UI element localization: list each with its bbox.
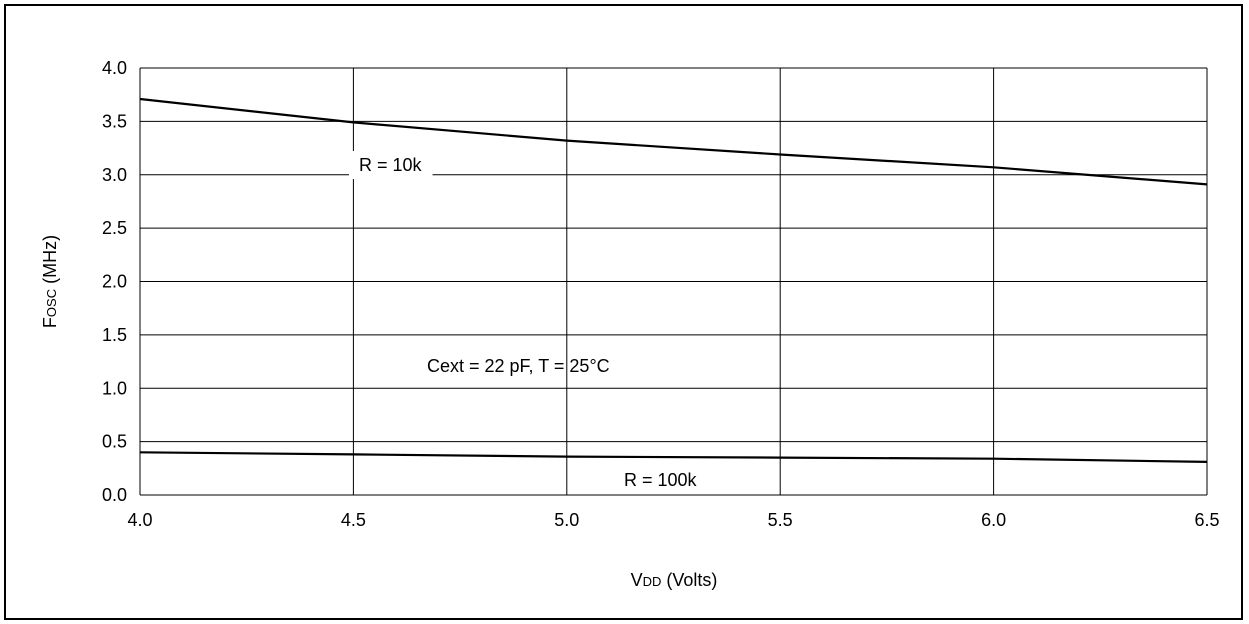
series-label-100k: R = 100k bbox=[624, 470, 698, 490]
x-axis-label-sub: DD bbox=[643, 574, 662, 589]
tick-labels: 0.0 0.5 1.0 1.5 2.0 2.5 3.0 3.5 4.0 4.0 4.5 5.0 5.5 6… bbox=[102, 58, 1220, 530]
x-tick-label: 4.0 bbox=[127, 510, 152, 530]
y-axis-label-sub: OSC bbox=[44, 289, 59, 317]
y-tick-label: 2.0 bbox=[102, 272, 127, 292]
series-label-10k: R = 10k bbox=[359, 155, 423, 175]
x-tick-label: 4.5 bbox=[341, 510, 366, 530]
grid-lines bbox=[139, 67, 1208, 496]
y-tick-label: 0.0 bbox=[102, 485, 127, 505]
x-axis-label-rest: (Volts) bbox=[661, 570, 717, 590]
x-tick-label: 6.0 bbox=[981, 510, 1006, 530]
y-tick-label: 3.0 bbox=[102, 165, 127, 185]
series-labels: R = 10k R = 100k bbox=[349, 151, 708, 494]
y-tick-label: 1.0 bbox=[102, 378, 127, 398]
y-tick-label: 1.5 bbox=[102, 325, 127, 345]
y-tick-label: 0.5 bbox=[102, 432, 127, 452]
y-tick-label: 4.0 bbox=[102, 58, 127, 78]
series-label-100k-background bbox=[614, 466, 708, 494]
y-axis-label-main: F bbox=[40, 317, 60, 328]
y-tick-label: 3.5 bbox=[102, 111, 127, 131]
y-axis-label-rest: (MHz) bbox=[40, 235, 60, 289]
series-line-100k bbox=[139, 451, 1208, 463]
conditions-annotation: Cext = 22 pF, T = 25°C bbox=[427, 356, 610, 376]
series-label-10k-background bbox=[349, 151, 433, 179]
x-axis-label: VDD (Volts) bbox=[631, 570, 718, 590]
x-tick-label: 5.5 bbox=[768, 510, 793, 530]
x-axis-label-main: V bbox=[631, 570, 643, 590]
x-tick-label: 5.0 bbox=[554, 510, 579, 530]
y-tick-label: 2.5 bbox=[102, 218, 127, 238]
x-tick-label: 6.5 bbox=[1194, 510, 1219, 530]
series-lines bbox=[139, 97, 1208, 463]
series-line-10k bbox=[139, 97, 1208, 186]
y-axis-label: FOSC (MHz) bbox=[40, 235, 60, 328]
